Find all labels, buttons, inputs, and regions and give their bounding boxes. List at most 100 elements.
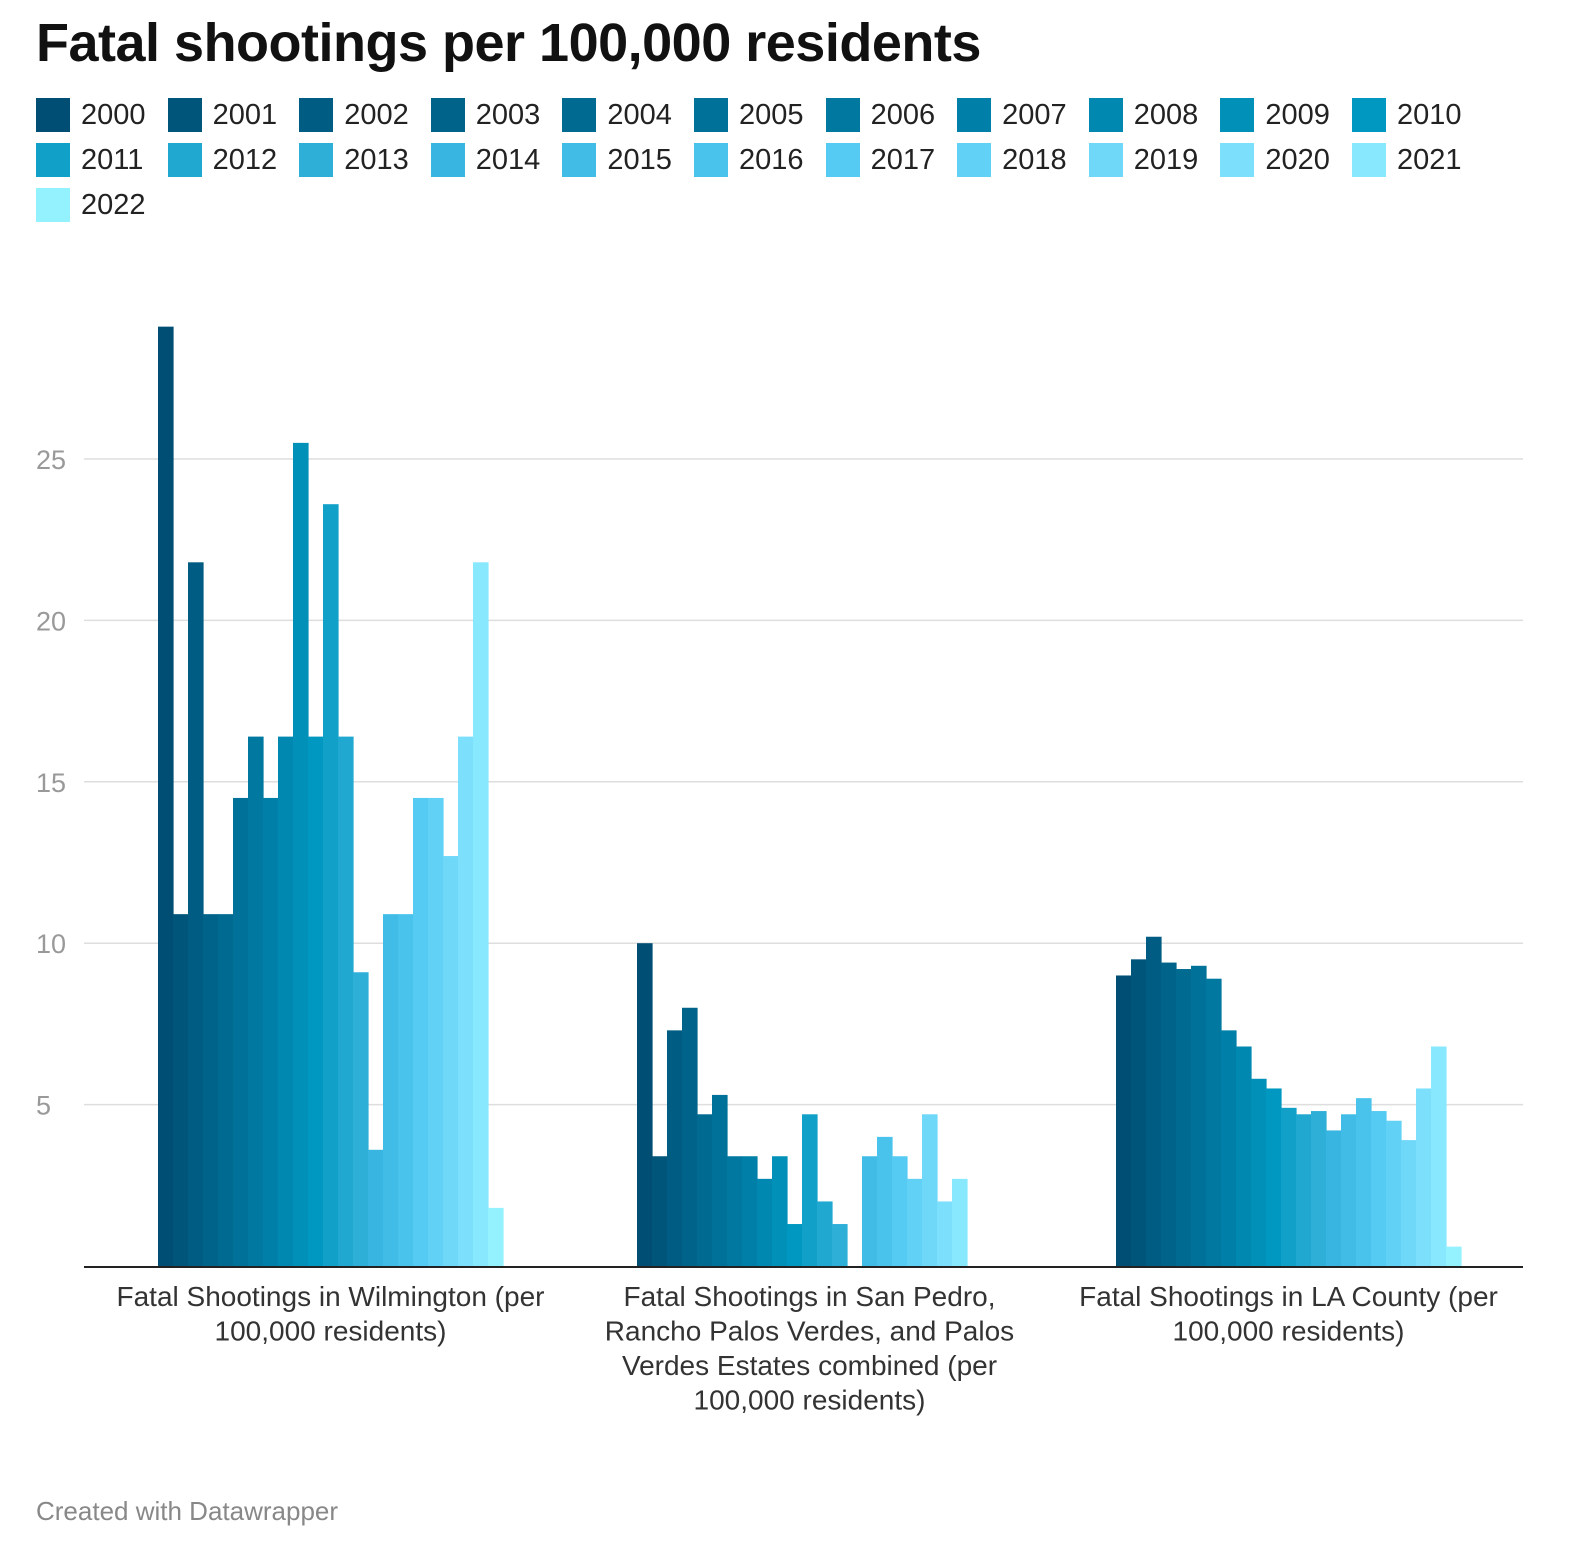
x-tick-label: Fatal Shootings in Wilmington (per 100,00…: [117, 1281, 545, 1347]
legend-swatch: [1351, 143, 1386, 177]
bar-2008: [757, 1178, 773, 1266]
legend-swatch: [36, 143, 70, 177]
legend-item-2001: 2001: [167, 98, 300, 132]
chart-title: Fatal shootings per 100,000 residents: [36, 13, 981, 73]
bar-2000: [158, 326, 174, 1267]
legend-swatch: [825, 143, 860, 177]
legend-swatch: [825, 98, 860, 132]
bar-2011: [802, 1114, 818, 1266]
bar-2016: [1356, 1098, 1372, 1266]
bar-2004: [697, 1114, 713, 1266]
bar-2008: [278, 736, 294, 1266]
legend-label: 2013: [344, 143, 409, 176]
bar-2013: [832, 1224, 848, 1266]
legend-item-2010: 2010: [1351, 98, 1484, 132]
y-tick-label: 20: [36, 606, 66, 636]
legend-swatch: [1088, 143, 1123, 177]
bar-2017: [413, 797, 429, 1266]
bar-2012: [338, 736, 354, 1266]
bar-2003: [1161, 962, 1177, 1266]
legend-label: 2022: [81, 188, 146, 221]
legend-swatch: [693, 143, 728, 177]
legend-swatch: [299, 143, 334, 177]
y-tick-label: 15: [36, 768, 66, 798]
legend-swatch: [430, 98, 465, 132]
bar-2007: [263, 797, 279, 1266]
bar-2000: [1116, 975, 1132, 1266]
bar-2005: [233, 797, 249, 1266]
legend-item-2007: 2007: [957, 98, 1089, 132]
bar-2007: [1221, 1030, 1237, 1266]
legend-label: 2015: [607, 143, 672, 176]
legend-label: 2005: [738, 98, 804, 131]
bar-2004: [218, 914, 234, 1266]
legend-label: 2002: [344, 98, 409, 131]
bar-2005: [712, 1094, 728, 1266]
legend-label: 2004: [607, 98, 672, 131]
legend-label: 2014: [475, 143, 541, 176]
legend-swatch: [957, 143, 992, 177]
bar-2003: [203, 914, 219, 1266]
y-tick-label: 25: [36, 445, 66, 475]
legend-item-2017: 2017: [825, 143, 958, 177]
bar-2013: [1311, 1111, 1327, 1266]
bar-2022: [488, 1207, 504, 1266]
bar-2003: [682, 1007, 698, 1266]
bar-2017: [892, 1156, 908, 1266]
bar-2002: [188, 562, 204, 1266]
legend-swatch: [299, 98, 334, 132]
legend-item-2008: 2008: [1088, 98, 1221, 132]
legend-label: 2016: [738, 143, 804, 176]
bar-2016: [877, 1136, 893, 1266]
bar-2006: [1206, 978, 1222, 1266]
legend-item-2005: 2005: [693, 98, 826, 132]
bar-2009: [772, 1156, 788, 1266]
legend-item-2012: 2012: [167, 143, 300, 177]
legend-swatch: [562, 143, 597, 177]
legend-swatch: [36, 98, 70, 132]
legend: 2000 2001 2002 2003 2004 2005 2006 2007 2008 2009…: [36, 98, 1556, 222]
bar-2001: [652, 1156, 668, 1266]
legend-swatch: [562, 98, 597, 132]
legend-swatch: [957, 98, 992, 132]
legend-swatch: [1351, 98, 1386, 132]
bar-2011: [323, 504, 339, 1266]
bar-2010: [787, 1224, 803, 1266]
bar-group-2: [637, 943, 968, 1266]
legend-label: 2020: [1265, 143, 1330, 176]
legend-swatch: [1220, 98, 1255, 132]
bar-2001: [1131, 959, 1147, 1266]
legend-item-2021: 2021: [1351, 143, 1484, 177]
bar-2016: [398, 914, 414, 1266]
bar-2009: [293, 442, 309, 1266]
legend-swatch: [1088, 98, 1123, 132]
legend-swatch: [430, 143, 465, 177]
legend-label: 2018: [1002, 143, 1067, 176]
bar-2019: [443, 856, 459, 1266]
legend-label: 2000: [81, 98, 146, 131]
y-tick-label: 5: [36, 1091, 51, 1121]
bar-2004: [1176, 969, 1192, 1266]
bar-2018: [1386, 1120, 1402, 1266]
bar-2000: [637, 943, 653, 1266]
legend-item-2006: 2006: [825, 98, 958, 132]
bar-group-3: [1116, 936, 1462, 1266]
bar-2015: [862, 1156, 878, 1266]
bar-2017: [1371, 1111, 1387, 1266]
bar-2021: [473, 562, 489, 1266]
legend-item-2000: 2000: [36, 98, 168, 132]
bar-2010: [308, 736, 324, 1266]
legend-item-2015: 2015: [562, 143, 694, 177]
legend-label: 2011: [81, 143, 144, 176]
x-tick-label: Fatal Shootings in LA County (per 100,000…: [1079, 1281, 1498, 1347]
legend-swatch: [36, 188, 70, 222]
legend-label: 2021: [1396, 143, 1462, 176]
legend-label: 2007: [1002, 98, 1067, 131]
bar-2007: [742, 1156, 758, 1266]
legend-swatch: [1220, 143, 1255, 177]
bar-2020: [458, 736, 474, 1266]
legend-swatch: [167, 98, 202, 132]
legend-item-2004: 2004: [562, 98, 694, 132]
legend-item-2016: 2016: [693, 143, 826, 177]
legend-label: 2006: [870, 98, 936, 131]
